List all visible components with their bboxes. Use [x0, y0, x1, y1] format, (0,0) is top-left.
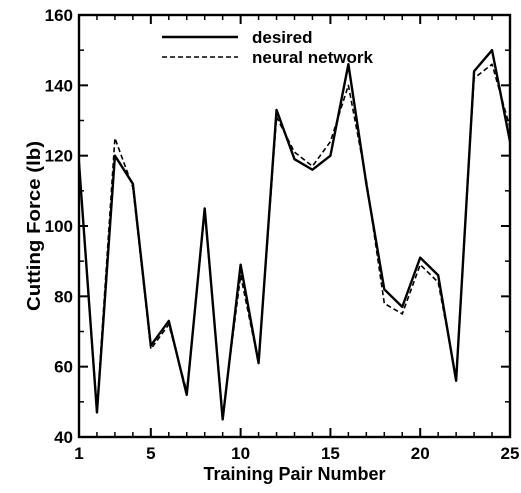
y-tick-label: 60: [54, 358, 73, 377]
y-tick-label: 40: [54, 428, 73, 447]
x-tick-label: 20: [411, 444, 430, 463]
x-tick-label: 1: [74, 444, 83, 463]
x-tick-label: 5: [146, 444, 155, 463]
y-axis-title: Cutting Force (lb): [24, 141, 44, 311]
y-tick-label: 100: [45, 217, 73, 236]
y-tick-label: 140: [45, 76, 73, 95]
legend-label-neural-network: neural network: [252, 48, 373, 67]
plot-area: [79, 48, 510, 421]
series-line-neural-network: [79, 63, 510, 417]
x-tick-label: 15: [321, 444, 340, 463]
y-tick-label: 80: [54, 287, 73, 306]
y-tick-label: 120: [45, 147, 73, 166]
plot-frame: [77, 13, 512, 439]
x-tick-label: 10: [231, 444, 250, 463]
y-tick-label: 160: [45, 6, 73, 25]
series-line-desired: [79, 48, 510, 421]
x-axis-title: Training Pair Number: [203, 464, 385, 484]
legend-label-desired: desired: [252, 28, 312, 47]
x-tick-label: 25: [501, 444, 520, 463]
